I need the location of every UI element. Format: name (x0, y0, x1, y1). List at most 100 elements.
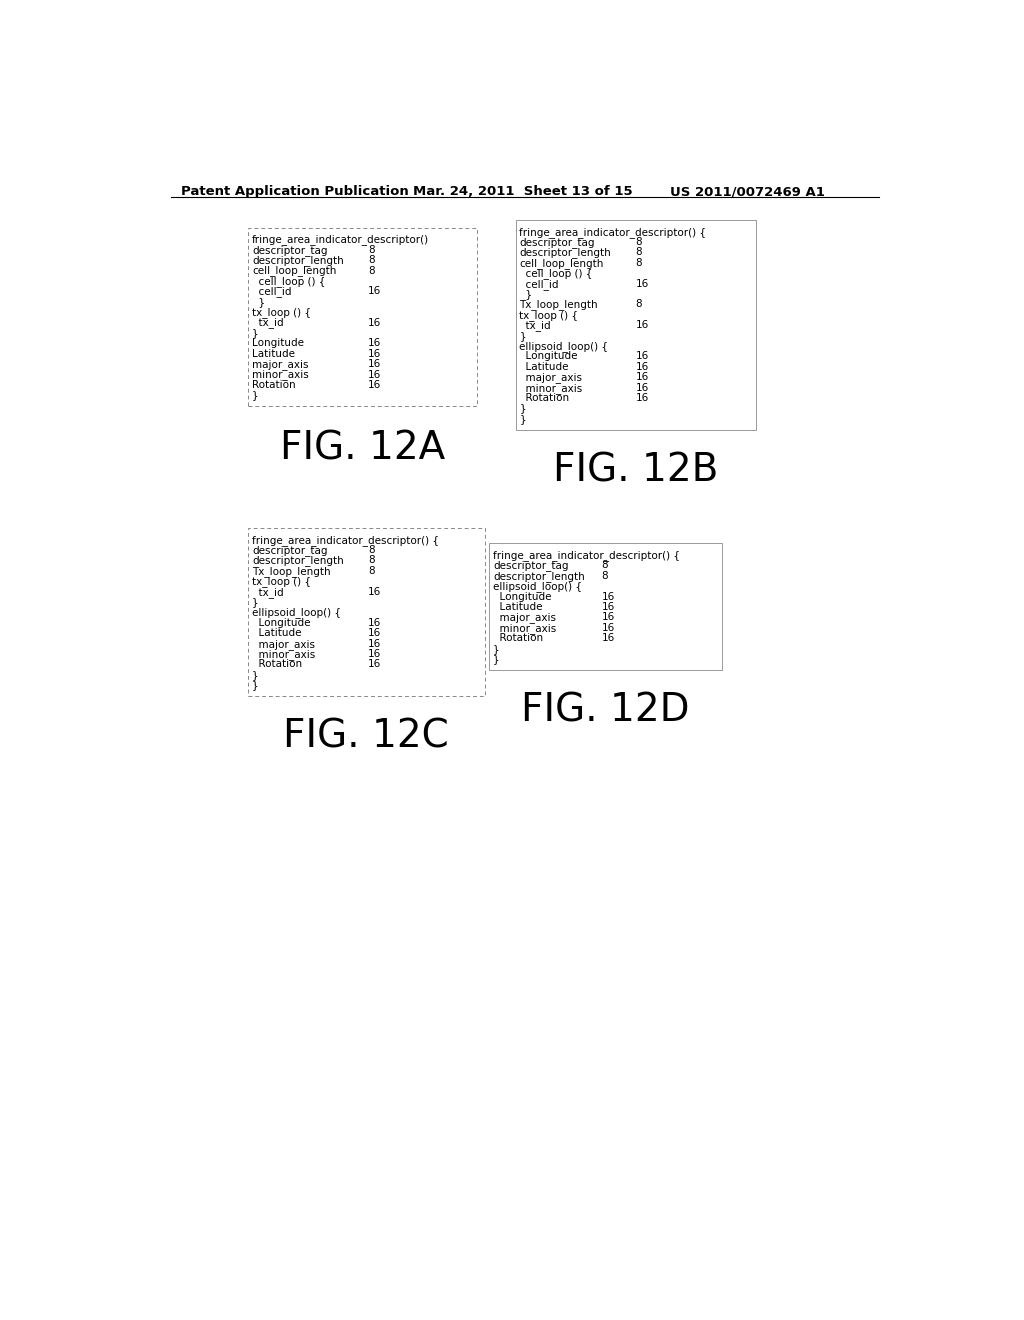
Text: descriptor_length: descriptor_length (493, 570, 585, 582)
Text: Tx_loop_length: Tx_loop_length (252, 566, 331, 577)
Text: ellipsoid_loop() {: ellipsoid_loop() { (519, 341, 608, 352)
Text: 8: 8 (369, 556, 375, 565)
Text: 16: 16 (601, 591, 614, 602)
Text: 8: 8 (369, 255, 375, 265)
Text: cell_id: cell_id (519, 279, 559, 289)
Text: Rotation: Rotation (493, 634, 543, 643)
Text: Longitude: Longitude (519, 351, 578, 362)
Text: 16: 16 (369, 628, 382, 639)
Text: major_axis: major_axis (519, 372, 583, 383)
Text: }: } (493, 644, 500, 653)
Text: 16: 16 (636, 372, 649, 383)
Text: descriptor_length: descriptor_length (519, 247, 611, 259)
Text: FIG. 12C: FIG. 12C (284, 718, 450, 756)
Text: tx_loop () {: tx_loop () { (252, 308, 311, 318)
Text: Latitude: Latitude (519, 362, 569, 372)
Text: 8: 8 (601, 561, 608, 570)
Text: minor_axis: minor_axis (252, 370, 309, 380)
Text: }: } (519, 413, 526, 424)
Text: 16: 16 (369, 338, 382, 348)
Text: Rotation: Rotation (252, 380, 296, 389)
Text: Rotation: Rotation (519, 393, 569, 403)
Text: 16: 16 (601, 612, 614, 623)
Text: 16: 16 (636, 383, 649, 392)
FancyBboxPatch shape (489, 544, 722, 671)
Text: 16: 16 (369, 649, 382, 659)
FancyBboxPatch shape (515, 220, 756, 430)
Text: 16: 16 (601, 623, 614, 632)
Text: }: } (252, 391, 259, 400)
Text: descriptor_tag: descriptor_tag (252, 545, 328, 556)
Text: fringe_area_indicator_descriptor(): fringe_area_indicator_descriptor() (252, 235, 429, 246)
Text: tx_loop () {: tx_loop () { (252, 577, 311, 587)
Text: 8: 8 (369, 244, 375, 255)
Text: 16: 16 (369, 318, 382, 327)
Text: minor_axis: minor_axis (252, 649, 315, 660)
Text: cell_id: cell_id (252, 286, 292, 297)
Text: 8: 8 (369, 566, 375, 576)
Text: 16: 16 (369, 286, 382, 297)
Text: }: } (252, 297, 265, 306)
Text: }: } (252, 597, 259, 607)
Text: 8: 8 (636, 300, 642, 309)
Text: }: } (519, 404, 526, 413)
FancyBboxPatch shape (248, 528, 484, 696)
Text: 16: 16 (369, 370, 382, 380)
Text: cell_loop_length: cell_loop_length (252, 265, 336, 276)
Text: Latitude: Latitude (252, 628, 301, 639)
Text: }: } (252, 327, 259, 338)
Text: tx_id: tx_id (519, 321, 551, 331)
Text: Longitude: Longitude (252, 338, 304, 348)
Text: tx_id: tx_id (252, 318, 284, 329)
Text: 16: 16 (636, 351, 649, 362)
Text: ellipsoid_loop() {: ellipsoid_loop() { (252, 607, 341, 618)
Text: fringe_area_indicator_descriptor() {: fringe_area_indicator_descriptor() { (519, 227, 707, 238)
Text: 16: 16 (636, 362, 649, 372)
Text: 8: 8 (636, 238, 642, 247)
Text: fringe_area_indicator_descriptor() {: fringe_area_indicator_descriptor() { (252, 535, 439, 545)
Text: cell_loop () {: cell_loop () { (252, 276, 326, 286)
Text: major_axis: major_axis (252, 639, 315, 649)
Text: }: } (519, 330, 526, 341)
Text: 8: 8 (636, 257, 642, 268)
Text: 16: 16 (369, 639, 382, 648)
Text: descriptor_tag: descriptor_tag (519, 238, 595, 248)
Text: FIG. 12B: FIG. 12B (553, 451, 718, 490)
Text: FIG. 12A: FIG. 12A (280, 429, 445, 467)
Text: descriptor_length: descriptor_length (252, 255, 344, 267)
Text: }: } (519, 289, 532, 300)
Text: descriptor_length: descriptor_length (252, 556, 344, 566)
Text: Longitude: Longitude (493, 591, 552, 602)
Text: major_axis: major_axis (252, 359, 308, 370)
Text: 16: 16 (369, 586, 382, 597)
Text: 16: 16 (369, 618, 382, 628)
Text: Latitude: Latitude (493, 602, 543, 612)
Text: Tx_loop_length: Tx_loop_length (519, 300, 598, 310)
Text: cell_loop_length: cell_loop_length (519, 257, 604, 269)
Text: 16: 16 (369, 380, 382, 389)
Text: }: } (252, 680, 259, 690)
Text: Patent Application Publication: Patent Application Publication (180, 185, 409, 198)
Text: minor_axis: minor_axis (519, 383, 583, 393)
Text: 16: 16 (369, 660, 382, 669)
Text: 8: 8 (369, 265, 375, 276)
Text: major_axis: major_axis (493, 612, 556, 623)
Text: 16: 16 (636, 279, 649, 289)
Text: 8: 8 (636, 247, 642, 257)
Text: 8: 8 (601, 570, 608, 581)
Text: US 2011/0072469 A1: US 2011/0072469 A1 (671, 185, 825, 198)
Text: minor_axis: minor_axis (493, 623, 556, 634)
FancyBboxPatch shape (248, 227, 477, 407)
Text: ellipsoid_loop() {: ellipsoid_loop() { (493, 581, 582, 593)
Text: 16: 16 (601, 634, 614, 643)
Text: }: } (252, 669, 259, 680)
Text: 16: 16 (601, 602, 614, 612)
Text: 16: 16 (369, 348, 382, 359)
Text: tx_loop () {: tx_loop () { (519, 310, 579, 321)
Text: fringe_area_indicator_descriptor() {: fringe_area_indicator_descriptor() { (493, 550, 680, 561)
Text: Longitude: Longitude (252, 618, 310, 628)
Text: 16: 16 (369, 359, 382, 370)
Text: Latitude: Latitude (252, 348, 295, 359)
Text: Rotation: Rotation (252, 660, 302, 669)
Text: }: } (493, 653, 500, 664)
